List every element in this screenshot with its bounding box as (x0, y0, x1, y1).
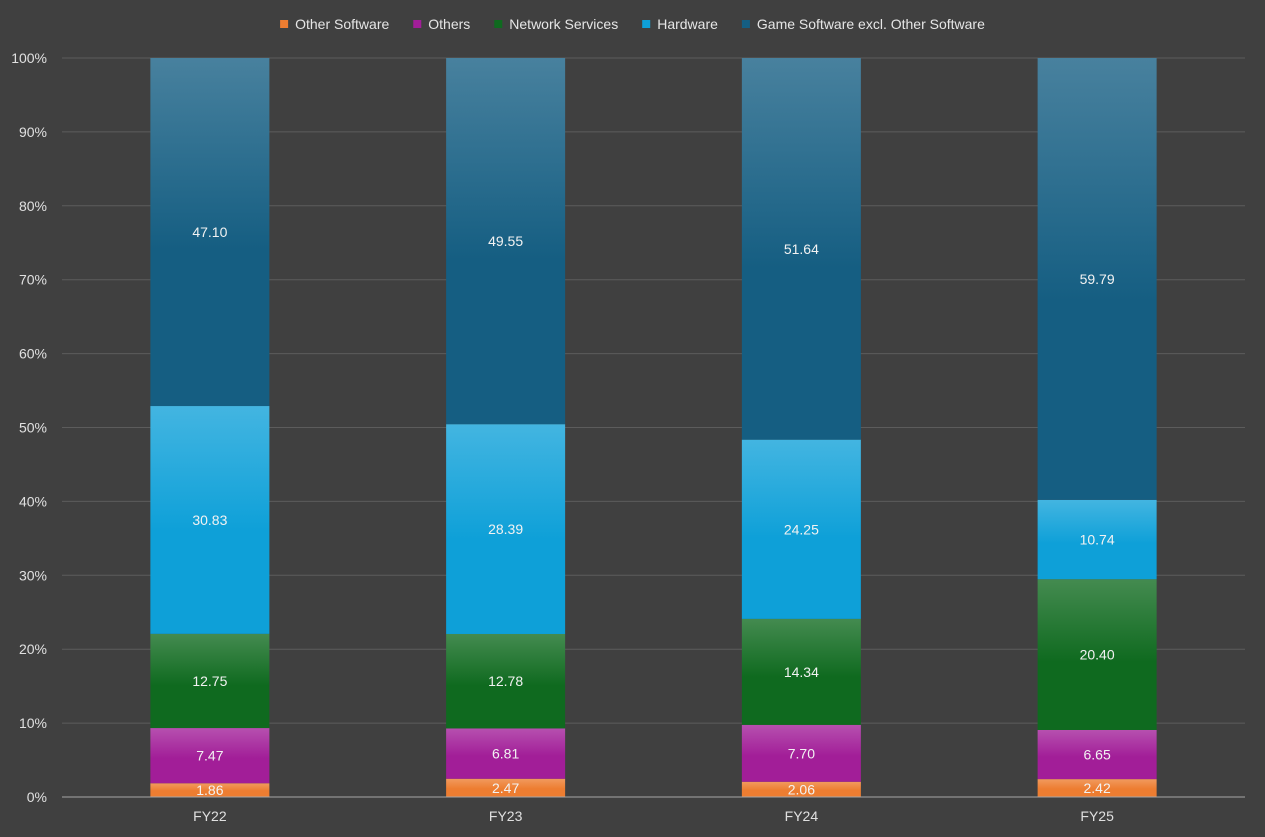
data-label: 47.10 (192, 224, 227, 240)
y-tick-label: 50% (19, 420, 47, 436)
x-axis: FY22 FY23 FY24 FY25 (62, 796, 1245, 824)
data-label: 7.47 (196, 748, 223, 764)
bar-stack-fy22: 1.86 7.47 12.75 30.83 47.10 (150, 58, 270, 798)
legend-item: Other Software (280, 16, 389, 32)
bars: 1.86 7.47 12.75 30.83 47.10 2.47 6.81 12.78 28.3… (150, 58, 1157, 798)
y-tick-label: 10% (19, 715, 47, 731)
legend-swatch (413, 20, 422, 28)
data-label: 6.81 (492, 746, 519, 762)
data-label: 2.06 (788, 781, 815, 797)
legend-item: Network Services (494, 16, 618, 32)
legend-swatch (494, 20, 503, 28)
bar-segment (741, 439, 861, 619)
legend-label: Network Services (509, 16, 618, 32)
data-label: 30.83 (192, 512, 227, 528)
bar-segment (1037, 779, 1157, 797)
data-label: 2.42 (1084, 780, 1111, 796)
y-tick-label: 80% (19, 198, 47, 214)
legend-label: Hardware (657, 16, 718, 32)
legend-swatch (642, 20, 651, 28)
bar-stack-fy25: 2.42 6.65 20.40 10.74 59.79 (1037, 58, 1157, 797)
bar-segment (150, 58, 270, 407)
y-tick-label: 60% (19, 346, 47, 362)
data-label: 14.34 (784, 664, 819, 680)
bar-segment (741, 618, 861, 725)
y-tick-label: 20% (19, 641, 47, 657)
data-label: 12.78 (488, 673, 523, 689)
bar-segment (1037, 729, 1157, 780)
bar-segment (446, 778, 566, 797)
bar-segment (1037, 58, 1157, 500)
bar-segment (150, 406, 270, 634)
x-tick-label: FY22 (193, 808, 227, 824)
legend-swatch (280, 20, 289, 28)
bar-segment (446, 424, 566, 634)
bar-segment (741, 724, 861, 782)
x-tick-label: FY25 (1080, 808, 1114, 824)
bar-segment (1037, 579, 1157, 730)
y-tick-label: 40% (19, 493, 47, 509)
legend-item: Hardware (642, 16, 718, 32)
y-tick-label: 70% (19, 272, 47, 288)
bar-segment (150, 728, 270, 784)
y-tick-label: 100% (11, 50, 47, 66)
legend-item: Game Software excl. Other Software (741, 16, 985, 32)
data-label: 28.39 (488, 521, 523, 537)
legend-label: Others (428, 16, 470, 32)
bar-segment (1037, 499, 1157, 580)
data-label: 12.75 (192, 673, 227, 689)
data-label: 6.65 (1084, 747, 1111, 763)
data-label: 20.40 (1080, 647, 1115, 663)
bar-segment (446, 728, 566, 779)
data-label: 10.74 (1080, 532, 1115, 548)
legend-label: Other Software (295, 16, 389, 32)
legend-swatch (741, 20, 750, 28)
data-label: 2.47 (492, 780, 519, 796)
y-axis: 0% 10% 20% 30% 40% 50% 60% 70% 80% 90% 100% (11, 50, 47, 805)
data-label: 59.79 (1080, 271, 1115, 287)
data-label: 51.64 (784, 241, 819, 257)
x-tick-label: FY23 (489, 808, 523, 824)
bar-segment (446, 58, 566, 425)
bar-segment (150, 633, 270, 729)
data-label: 24.25 (784, 521, 819, 537)
bar-segment (150, 783, 270, 797)
y-tick-label: 30% (19, 567, 47, 583)
legend-label: Game Software excl. Other Software (757, 16, 985, 32)
legend: Other Software Others Network Services Hard… (280, 16, 985, 32)
data-label: 1.86 (196, 782, 223, 798)
bar-segment (741, 781, 861, 797)
legend-item: Others (413, 16, 470, 32)
data-label: 7.70 (788, 745, 815, 761)
data-label: 49.55 (488, 233, 523, 249)
bar-segment (741, 58, 861, 440)
bar-stack-fy23: 2.47 6.81 12.78 28.39 49.55 (446, 58, 566, 797)
bar-stack-fy24: 2.06 7.70 14.34 24.25 51.64 (741, 58, 861, 797)
bar-segment (446, 633, 566, 729)
y-tick-label: 0% (27, 789, 47, 805)
x-tick-label: FY24 (785, 808, 819, 824)
y-tick-label: 90% (19, 124, 47, 140)
